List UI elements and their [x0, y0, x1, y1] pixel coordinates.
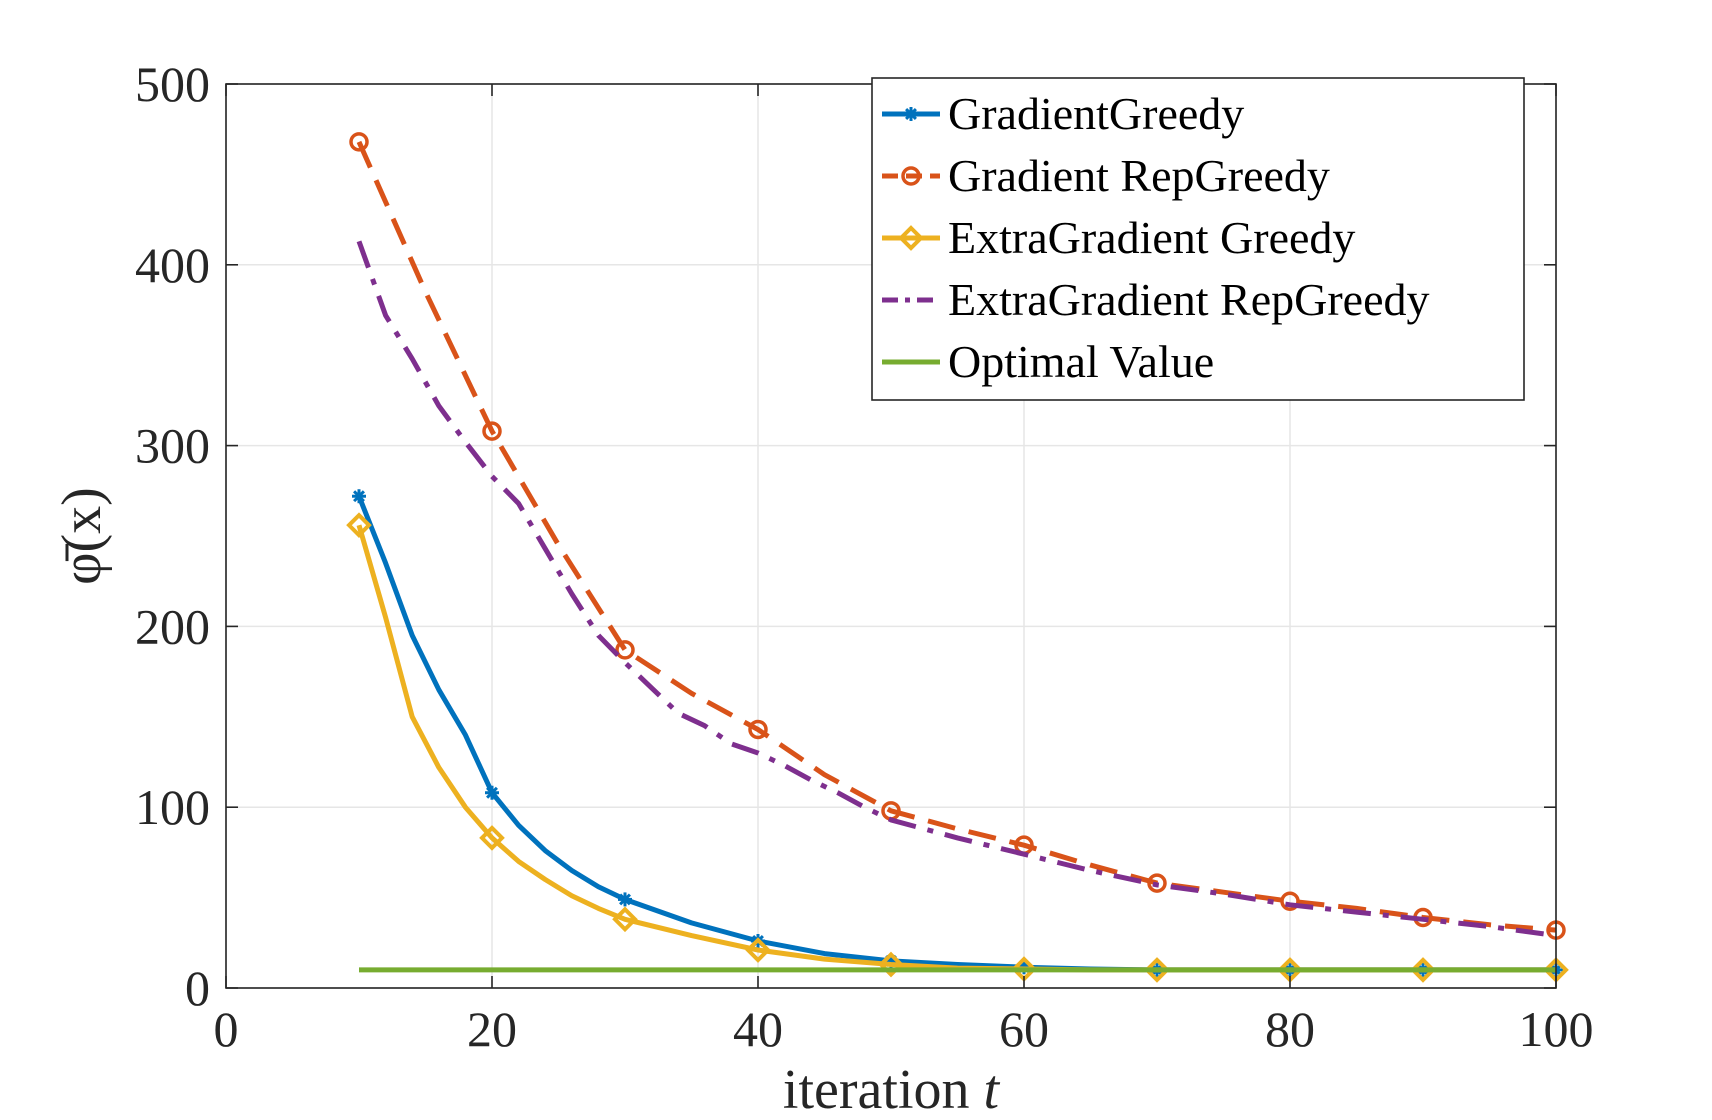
series-marker-extragradient-greedy: [1144, 957, 1170, 983]
series-marker-gradientgreedy: [352, 489, 366, 504]
legend-marker-gradientgreedy-arm: [905, 108, 917, 120]
series-marker-gradientgreedy-arm: [619, 893, 631, 906]
y-axis-title: φ̄(x): [51, 487, 113, 585]
series-line-extragradient-repgreedy: [356, 240, 1557, 939]
series-extragradient-repgreedy: [356, 240, 1557, 939]
series-marker-gradientgreedy: [485, 785, 499, 800]
series-marker-gradientgreedy-arm: [353, 490, 365, 503]
series-marker-gradient-repgreedy: [1147, 873, 1167, 893]
x-axis-title-var: t: [984, 1059, 1001, 1120]
ticks: [225, 83, 1557, 989]
legend-label-gradientgreedy: GradientGreedy: [948, 88, 1244, 139]
series-marker-extragradient-greedy: [346, 512, 372, 538]
legend-item-gradient-repgreedy: Gradient RepGreedy: [882, 150, 1330, 201]
series-marker-extragradient-greedy: [1410, 957, 1436, 983]
series-layer: [346, 132, 1569, 983]
series-marker-gradientgreedy: [618, 892, 632, 907]
x-axis-title-text: iteration: [783, 1059, 970, 1120]
y-tick-label: 500: [135, 56, 210, 112]
series-marker-gradient-repgreedy: [748, 719, 768, 740]
y-tick-label: 0: [185, 960, 210, 1016]
legend-item-extragradient-greedy: ExtraGradient Greedy: [882, 212, 1355, 263]
legend-box: [871, 77, 1525, 401]
x-axis-title: iteration t: [783, 1059, 1001, 1120]
y-tick-label: 300: [135, 418, 210, 474]
series-marker-gradientgreedy-arm: [486, 786, 498, 799]
series-line-gradient-repgreedy: [356, 140, 1557, 933]
series-marker-extragradient-greedy: [745, 937, 771, 963]
series-marker-gradient-repgreedy: [615, 640, 635, 660]
legend-label-extragradient-repgreedy: ExtraGradient RepGreedy: [948, 274, 1430, 325]
series-marker-gradient-repgreedy: [482, 421, 502, 441]
legend-item-extragradient-repgreedy: ExtraGradient RepGreedy: [882, 274, 1430, 325]
legend-marker-gradient-repgreedy: [901, 166, 921, 186]
series-marker-gradient-repgreedy: [1280, 891, 1300, 911]
legend: GradientGreedy Gradient RepGreedy ExtraGra…: [871, 77, 1525, 401]
series-marker-extragradient-greedy: [878, 951, 904, 978]
x-tick-label: 20: [467, 1001, 517, 1057]
x-tick-label: 0: [214, 1001, 239, 1057]
series-marker-gradient-repgreedy: [349, 132, 369, 152]
series-marker-extragradient-greedy: [612, 906, 638, 933]
legend-label-gradient-repgreedy: Gradient RepGreedy: [948, 150, 1330, 201]
legend-item-gradientgreedy: GradientGreedy: [882, 88, 1244, 139]
x-tick-label: 60: [999, 1001, 1049, 1057]
legend-marker-extragradient-greedy: [898, 225, 924, 251]
legend-label-extragradient-greedy: ExtraGradient Greedy: [948, 212, 1355, 263]
series-marker-extragradient-greedy: [479, 825, 505, 851]
legend-label-optimal-value: Optimal Value: [948, 336, 1214, 387]
x-tick-label: 100: [1519, 1001, 1594, 1057]
y-tick-label: 100: [135, 779, 210, 835]
tick-labels: 0 20 40 60 80 100 0 100 200 300 400 500: [135, 56, 1594, 1057]
legend-marker-gradientgreedy: [904, 107, 918, 121]
legend-item-optimal-value: Optimal Value: [882, 336, 1214, 387]
y-tick-label: 200: [135, 598, 210, 654]
x-tick-label: 40: [733, 1001, 783, 1057]
y-tick-label: 400: [135, 237, 210, 293]
x-tick-label: 80: [1265, 1001, 1315, 1057]
